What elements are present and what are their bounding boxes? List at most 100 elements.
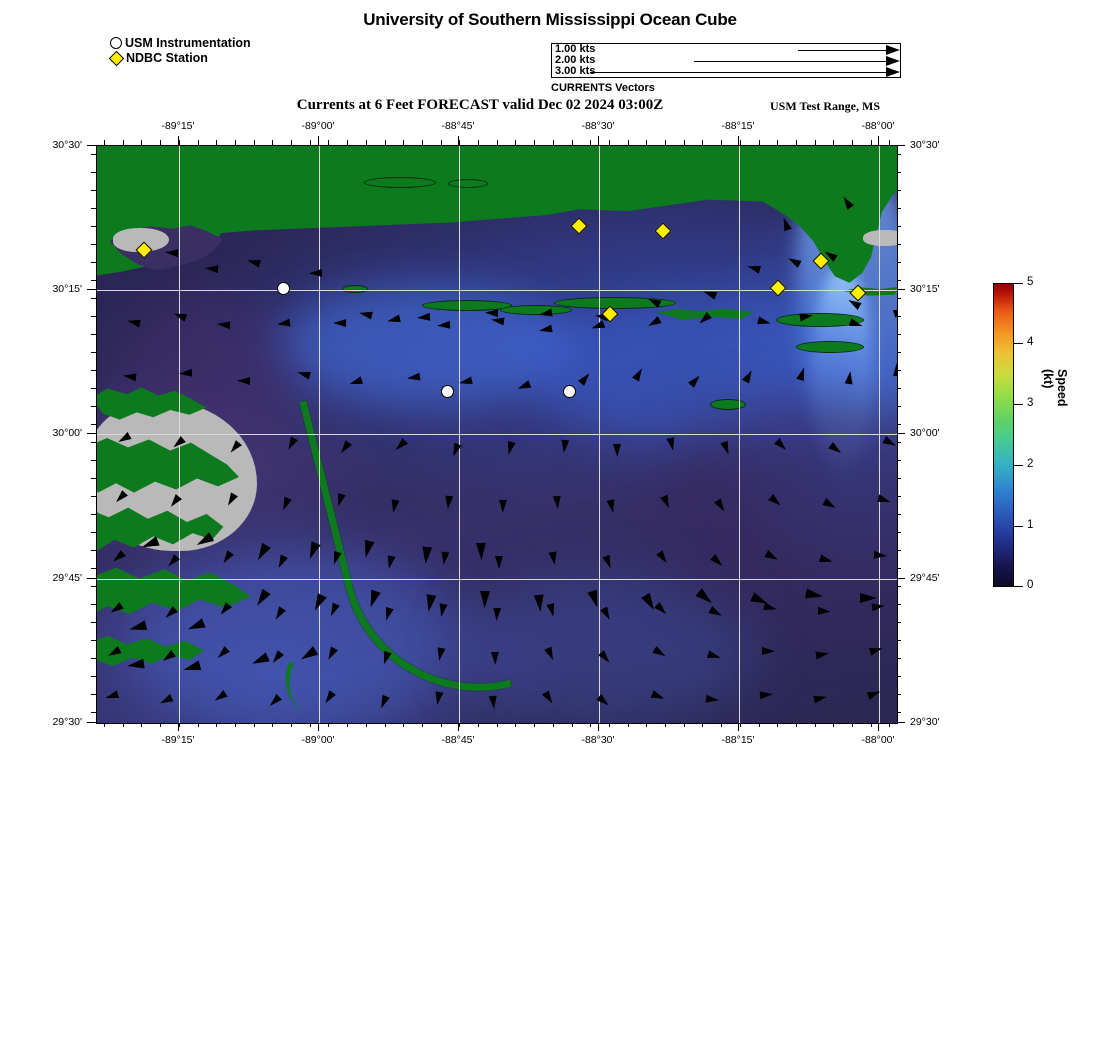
axis-tick-minor — [896, 442, 901, 444]
axis-tick-minor — [896, 496, 901, 498]
axis-tick-minor — [896, 550, 901, 552]
axis-tick-minor — [141, 140, 143, 145]
current-vector-arrow — [479, 590, 491, 609]
axis-tick-minor — [896, 460, 901, 462]
axis-tick-minor — [91, 190, 96, 192]
land-barrier-island-4 — [500, 305, 572, 315]
axis-tick-major — [87, 289, 96, 291]
axis-tick-minor — [421, 140, 423, 145]
axis-tick-minor — [197, 140, 199, 145]
axis-label-latitude: 30°30' — [52, 139, 82, 151]
test-range-label: USM Test Range, MS — [770, 99, 881, 113]
axis-tick-minor — [896, 334, 901, 336]
axis-tick-minor — [833, 140, 835, 145]
land-barrier-island-11 — [710, 399, 746, 410]
axis-tick-minor — [253, 140, 255, 145]
colorbar-tick-label: 3 — [1027, 397, 1034, 409]
axis-tick-minor — [91, 316, 96, 318]
axis-tick-minor — [91, 172, 96, 174]
axis-tick-minor — [721, 722, 723, 727]
axis-tick-minor — [896, 568, 901, 570]
axis-tick-minor — [889, 140, 891, 145]
axis-tick-minor — [91, 244, 96, 246]
axis-tick-minor — [896, 586, 901, 588]
axis-tick-minor — [291, 140, 293, 145]
axis-label-longitude: -88°30' — [581, 120, 615, 132]
land-barrier-island-8 — [776, 313, 864, 327]
axis-tick-minor — [571, 722, 573, 727]
axis-tick-minor — [627, 722, 629, 727]
axis-tick-minor — [896, 694, 901, 696]
current-vector-arrow — [488, 695, 499, 710]
gridline-horizontal — [97, 290, 897, 292]
current-vector-arrow — [612, 443, 622, 458]
axis-tick-minor — [683, 722, 685, 727]
axis-label-longitude: -88°45' — [441, 120, 475, 132]
axis-tick-minor — [896, 190, 901, 192]
axis-label-longitude: -88°00' — [861, 734, 895, 746]
axis-tick-major — [87, 145, 96, 147]
axis-label-longitude: -88°30' — [581, 734, 615, 746]
axis-tick-minor — [403, 722, 405, 727]
colorbar-tick — [1014, 586, 1023, 588]
axis-tick-minor — [216, 140, 218, 145]
current-map-plot[interactable] — [96, 145, 898, 724]
land-barrier-island-1 — [364, 177, 436, 188]
usm-instrumentation-marker[interactable] — [441, 385, 454, 398]
axis-tick-major — [598, 136, 600, 145]
axis-tick-minor — [758, 722, 760, 727]
axis-tick-minor — [160, 140, 162, 145]
vector-scale-line-1 — [798, 50, 886, 51]
usm-instrumentation-marker[interactable] — [277, 282, 290, 295]
axis-tick-minor — [384, 722, 386, 727]
vector-scale-arrowhead-2 — [886, 56, 900, 66]
axis-label-latitude: 30°15' — [52, 283, 82, 295]
axis-tick-minor — [91, 370, 96, 372]
axis-tick-major — [458, 136, 460, 145]
axis-tick-minor — [896, 406, 901, 408]
vector-scale-label-2: 2.00 kts — [555, 54, 596, 66]
axis-tick-minor — [91, 694, 96, 696]
axis-tick-major — [896, 578, 905, 580]
axis-label-latitude: 30°00' — [910, 427, 940, 439]
axis-tick-minor — [91, 298, 96, 300]
axis-label-latitude: 29°30' — [910, 716, 940, 728]
axis-tick-major — [896, 722, 905, 724]
axis-tick-minor — [665, 140, 667, 145]
axis-tick-minor — [896, 658, 901, 660]
vector-scale-row-2: 2.00 kts — [552, 54, 900, 67]
axis-tick-minor — [702, 140, 704, 145]
usm-instrumentation-marker[interactable] — [563, 385, 576, 398]
colorbar-tick — [1014, 526, 1023, 528]
axis-tick-minor — [896, 172, 901, 174]
axis-tick-minor — [795, 722, 797, 727]
current-vector-arrow — [559, 439, 570, 454]
legend-label-usm: USM Instrumentation — [125, 35, 251, 50]
axis-tick-major — [318, 136, 320, 145]
axis-tick-minor — [515, 722, 517, 727]
axis-tick-major — [598, 722, 600, 731]
axis-tick-minor — [122, 722, 124, 727]
current-vector-arrow — [178, 368, 193, 378]
axis-tick-minor — [896, 514, 901, 516]
axis-tick-minor — [646, 140, 648, 145]
axis-tick-minor — [91, 442, 96, 444]
axis-tick-minor — [253, 722, 255, 727]
colorbar-tick — [1014, 283, 1023, 285]
current-vector-arrow — [216, 319, 231, 330]
axis-tick-minor — [534, 140, 536, 145]
land-barrier-island-2 — [448, 179, 488, 188]
current-vector-arrow — [873, 550, 888, 561]
current-vector-arrow — [333, 319, 346, 327]
axis-tick-minor — [91, 496, 96, 498]
marker-legend: USM Instrumentation NDBC Station — [108, 35, 251, 66]
land-barrier-island-10 — [796, 341, 864, 353]
axis-tick-minor — [478, 140, 480, 145]
current-vector-arrow — [705, 694, 720, 705]
axis-tick-minor — [777, 140, 779, 145]
colorbar-tick — [1014, 465, 1023, 467]
axis-tick-major — [318, 722, 320, 731]
vector-scale-box: 1.00 kts 2.00 kts 3.00 kts — [551, 43, 901, 78]
axis-tick-minor — [309, 722, 311, 727]
axis-tick-minor — [478, 722, 480, 727]
